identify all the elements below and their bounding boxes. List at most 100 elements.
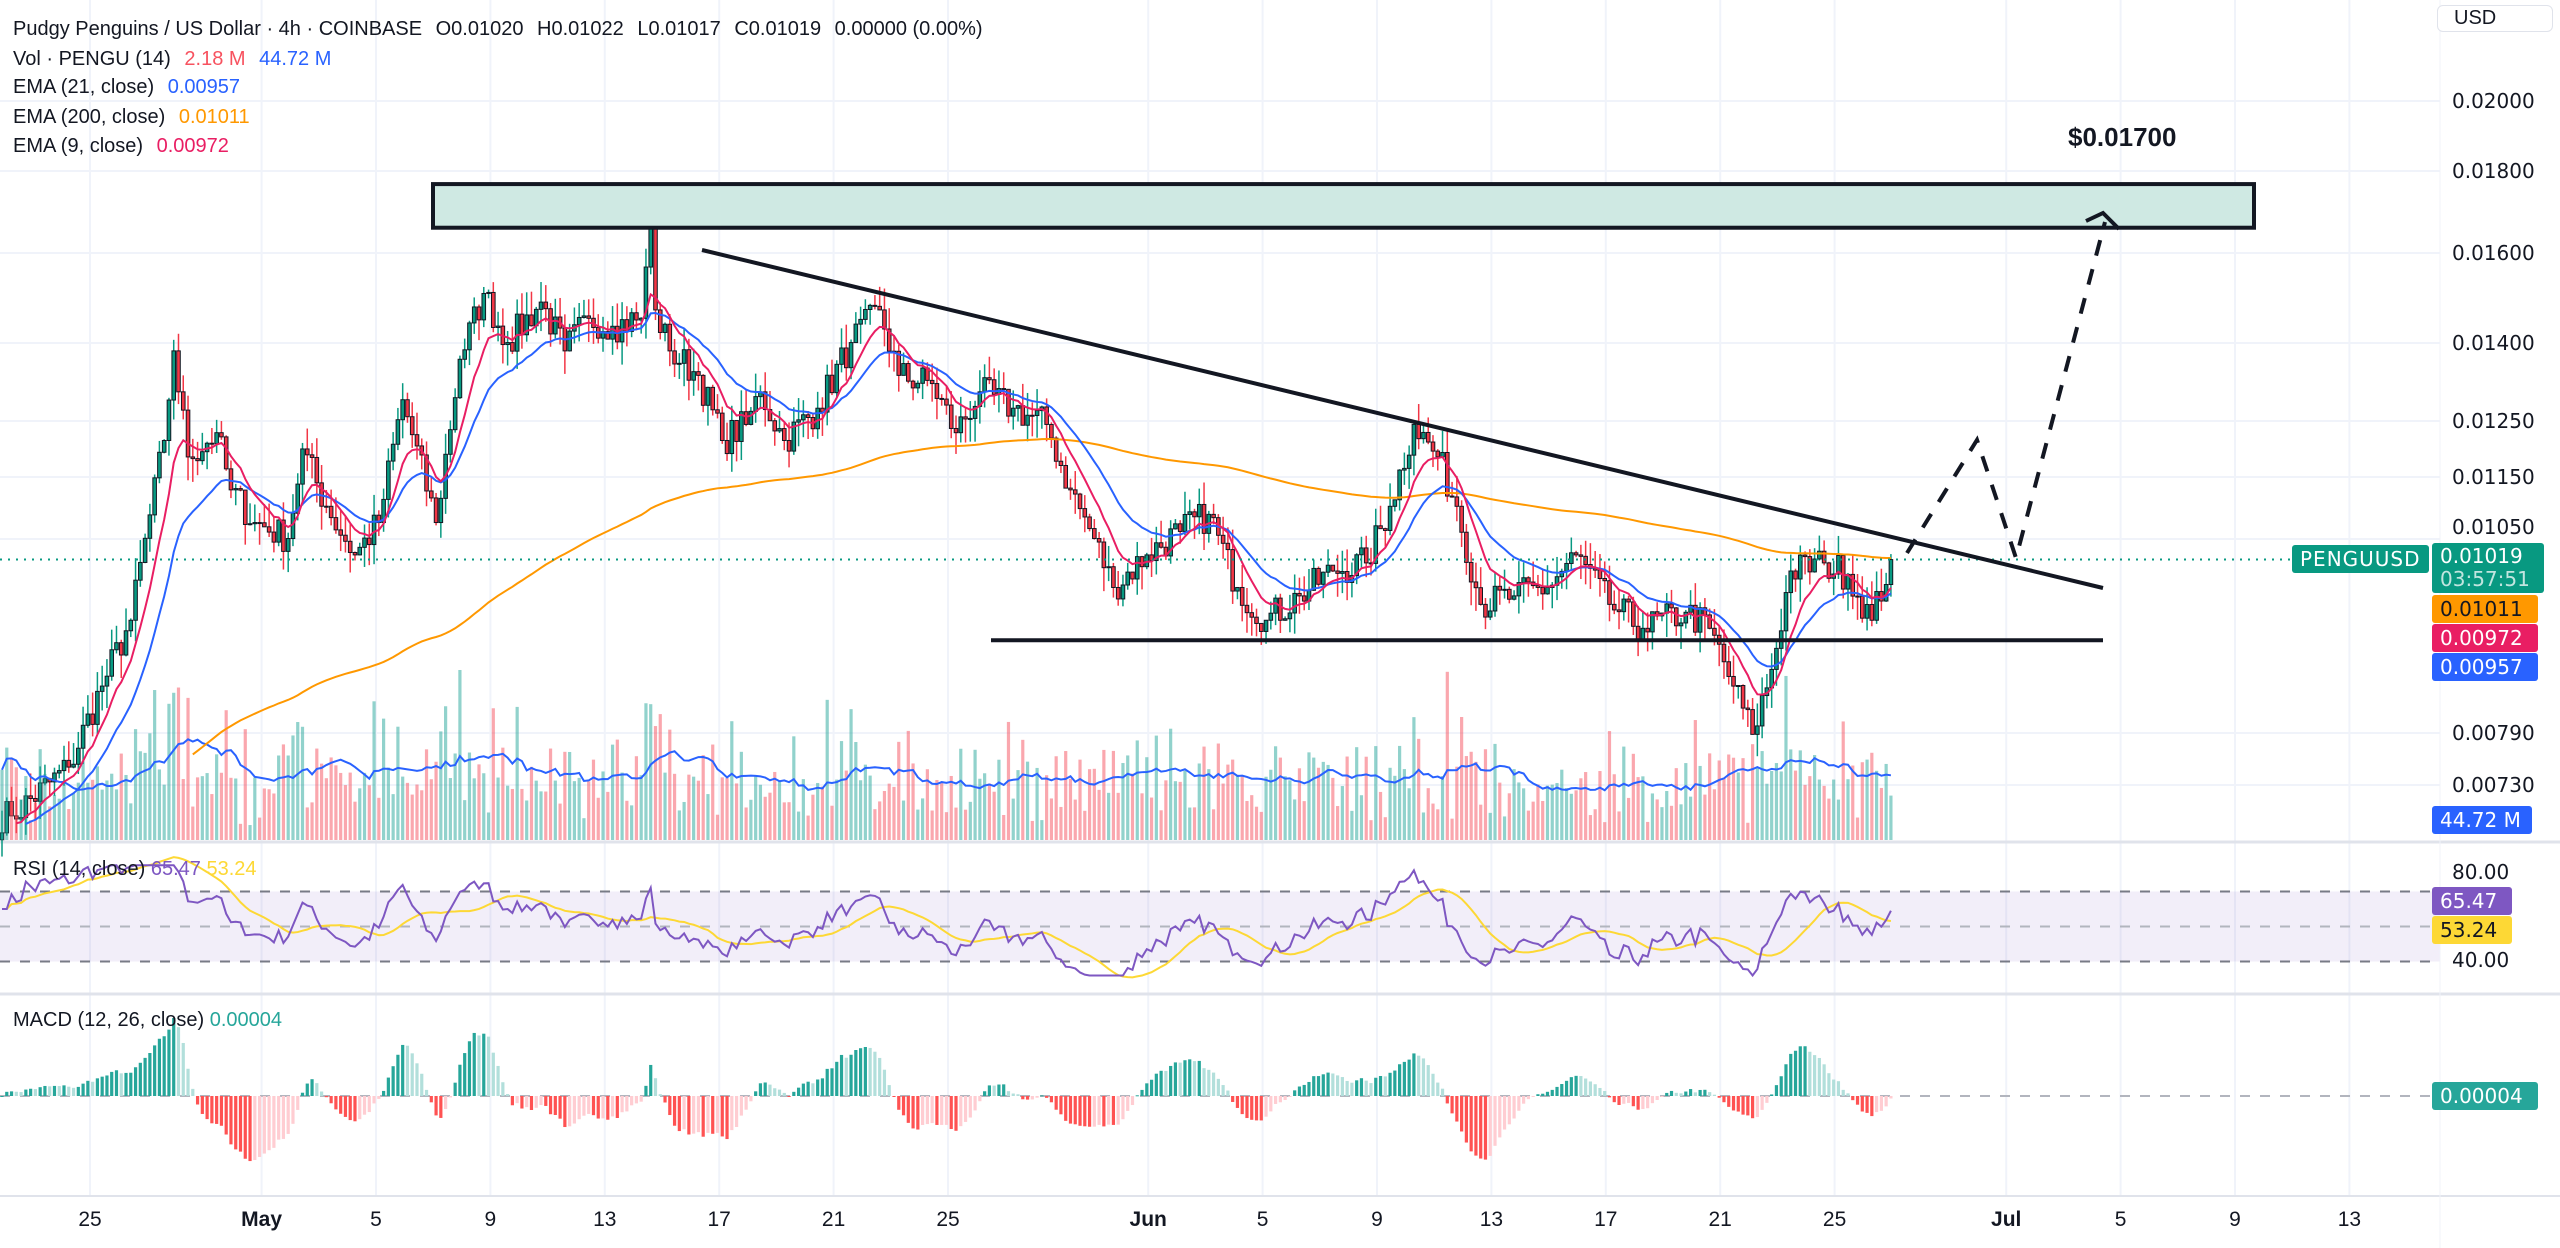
volume-bar bbox=[114, 789, 119, 840]
macd-histogram-bar bbox=[1593, 1084, 1597, 1096]
macd-histogram-bar bbox=[1269, 1096, 1273, 1112]
volume-bar bbox=[606, 791, 610, 840]
volume-bar bbox=[1889, 795, 1893, 840]
ema200-legend[interactable]: EMA (200, close) 0.01011 bbox=[13, 105, 258, 129]
macd-histogram-bar bbox=[429, 1096, 433, 1103]
candle-down bbox=[882, 309, 887, 330]
volume-bar bbox=[1254, 806, 1259, 840]
candle-down bbox=[1468, 561, 1474, 583]
macd-histogram-bar bbox=[291, 1096, 295, 1124]
macd-histogram-bar bbox=[358, 1096, 362, 1120]
ema9-legend[interactable]: EMA (9, close) 0.00972 bbox=[13, 134, 237, 158]
candle-up bbox=[1864, 604, 1870, 619]
candle-up bbox=[777, 428, 782, 432]
macd-histogram-bar bbox=[1226, 1090, 1230, 1096]
macd-histogram-bar bbox=[882, 1069, 887, 1096]
volume-bar bbox=[563, 751, 567, 840]
macd-histogram-bar bbox=[200, 1096, 204, 1114]
macd-histogram-bar bbox=[1851, 1096, 1855, 1101]
macd-histogram-bar bbox=[1498, 1096, 1502, 1138]
candle-up bbox=[138, 561, 143, 581]
macd-histogram-bar bbox=[181, 1042, 185, 1096]
volume-bar bbox=[749, 799, 753, 840]
candle-up bbox=[643, 266, 649, 319]
currency-button[interactable]: USD bbox=[2437, 5, 2553, 32]
volume-bar bbox=[711, 744, 715, 840]
volume-bar bbox=[1421, 812, 1426, 840]
macd-histogram-bar bbox=[610, 1096, 615, 1117]
ema21-legend[interactable]: EMA (21, close) 0.00957 bbox=[13, 75, 248, 99]
macd-histogram-bar bbox=[1192, 1061, 1197, 1096]
macd-histogram-bar bbox=[1617, 1096, 1621, 1105]
macd-histogram-bar bbox=[105, 1075, 109, 1096]
candle-up bbox=[1134, 556, 1140, 580]
volume-bar bbox=[1350, 810, 1354, 840]
candle-up bbox=[1268, 612, 1274, 621]
volume-bar bbox=[124, 774, 128, 840]
volume-bar bbox=[1588, 815, 1593, 840]
candle-down bbox=[734, 419, 739, 442]
macd-histogram-bar bbox=[682, 1096, 686, 1130]
volume-legend[interactable]: Vol · PENGU (14) 2.18 M 44.72 M bbox=[13, 47, 339, 71]
macd-histogram-bar bbox=[1879, 1096, 1883, 1111]
candle-down bbox=[1464, 531, 1469, 563]
volume-bar bbox=[916, 809, 920, 840]
macd-histogram-bar bbox=[1145, 1083, 1149, 1096]
candle-up bbox=[400, 399, 405, 421]
candle-up bbox=[576, 316, 582, 326]
macd-histogram-bar bbox=[5, 1091, 9, 1096]
volume-bar bbox=[1684, 763, 1688, 840]
volume-bar bbox=[1302, 801, 1306, 840]
volume-bar bbox=[1307, 752, 1311, 840]
candle-down bbox=[1449, 495, 1455, 498]
macd-histogram-bar bbox=[1436, 1082, 1440, 1096]
date-axis-label: 13 bbox=[593, 1208, 617, 1231]
volume-bar bbox=[0, 769, 4, 840]
macd-histogram-bar bbox=[911, 1096, 915, 1129]
candle-up bbox=[662, 323, 668, 333]
volume-bar bbox=[420, 790, 424, 840]
candle-down bbox=[829, 374, 835, 394]
candle-down bbox=[1030, 414, 1035, 417]
macd-histogram-bar bbox=[1684, 1091, 1688, 1096]
candle-down bbox=[1001, 388, 1007, 391]
candle-up bbox=[252, 522, 258, 525]
volume-bar bbox=[1211, 809, 1216, 840]
candle-down bbox=[1540, 586, 1546, 595]
macd-histogram-bar bbox=[1560, 1084, 1564, 1096]
volume-bar bbox=[1097, 789, 1101, 840]
candle-down bbox=[1631, 601, 1636, 627]
candle-up bbox=[1755, 725, 1760, 735]
candle-down bbox=[1378, 525, 1383, 530]
rsi-legend[interactable]: RSI (14, close) 65.47 53.24 bbox=[13, 858, 257, 881]
volume-bar bbox=[649, 704, 653, 840]
macd-histogram-bar bbox=[1326, 1072, 1330, 1096]
volume-bar bbox=[281, 744, 286, 840]
macd-histogram-bar bbox=[1770, 1094, 1774, 1096]
candle-down bbox=[476, 306, 482, 321]
macd-histogram-bar bbox=[453, 1082, 457, 1096]
macd-legend[interactable]: MACD (12, 26, close) 0.00004 bbox=[13, 1009, 282, 1032]
candle-up bbox=[1182, 513, 1188, 532]
volume-bar bbox=[1526, 810, 1530, 840]
volume-bar bbox=[1564, 788, 1569, 840]
volume-bar bbox=[1111, 750, 1116, 840]
macd-histogram-bar bbox=[95, 1078, 99, 1096]
candle-up bbox=[133, 579, 138, 621]
volume-bar bbox=[1054, 756, 1058, 840]
macd-histogram-bar bbox=[491, 1052, 495, 1096]
volume-bar bbox=[1035, 767, 1039, 840]
candle-down bbox=[910, 380, 916, 389]
macd-histogram-bar bbox=[1045, 1096, 1049, 1098]
macd-histogram-bar bbox=[1483, 1096, 1488, 1160]
macd-histogram-bar bbox=[310, 1079, 314, 1096]
volume-bar bbox=[830, 805, 834, 840]
macd-label: MACD (12, 26, close) bbox=[13, 1009, 205, 1031]
candle-down bbox=[686, 349, 692, 381]
candle-down bbox=[1244, 604, 1250, 614]
rsi-ma-line bbox=[2, 856, 1892, 979]
candle-up bbox=[834, 363, 840, 394]
candle-down bbox=[1082, 508, 1088, 518]
macd-histogram-bar bbox=[1202, 1068, 1206, 1096]
